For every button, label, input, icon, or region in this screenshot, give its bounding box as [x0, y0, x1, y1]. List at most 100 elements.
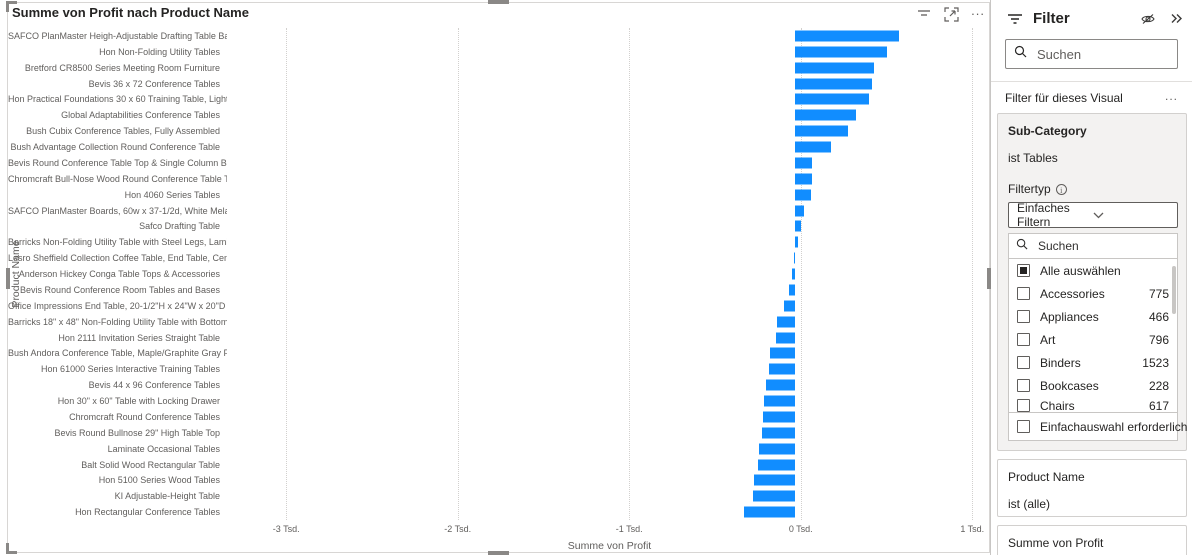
- category-label: Hon 61000 Series Interactive Training Ta…: [41, 364, 220, 375]
- checkbox-unchecked[interactable]: [1017, 356, 1030, 369]
- filter-value-row[interactable]: Appliances 466: [1009, 305, 1177, 328]
- bar-negative[interactable]: [793, 252, 795, 264]
- bar-positive[interactable]: [794, 205, 805, 217]
- bar-negative[interactable]: [792, 268, 795, 280]
- bar-chart-visual[interactable]: Summe von Profit nach Product Name ... S…: [6, 0, 991, 555]
- bar-positive[interactable]: [794, 189, 812, 201]
- resize-handle-top[interactable]: [488, 0, 509, 4]
- value-label: Art: [1040, 332, 1056, 347]
- bar-negative[interactable]: [768, 363, 795, 375]
- filter-pane-search[interactable]: [1005, 39, 1192, 69]
- checkbox-partial[interactable]: [1017, 264, 1030, 277]
- resize-handle-bottom[interactable]: [488, 551, 509, 555]
- bar-positive[interactable]: [794, 236, 798, 248]
- filter-value-row[interactable]: Art 796: [1009, 328, 1177, 351]
- filter-value-row[interactable]: Alle auswählen: [1009, 259, 1177, 282]
- filter-value-row[interactable]: Accessories 775: [1009, 282, 1177, 305]
- bar-track: [227, 171, 980, 187]
- chart-row: Anderson Hickey Conga Table Tops & Acces…: [8, 266, 986, 282]
- list-search[interactable]: [1009, 234, 1192, 259]
- bar-track: [227, 409, 980, 425]
- x-axis-ticks: -3 Tsd. -2 Tsd. -1 Tsd. 0 Tsd. 1 Tsd.: [233, 524, 986, 538]
- filter-card-profit[interactable]: Summe von Profit: [997, 525, 1187, 555]
- bar-negative[interactable]: [744, 506, 795, 518]
- gridline: [972, 28, 974, 520]
- checkbox-unchecked[interactable]: [1017, 399, 1030, 412]
- filter-card-title: Sub-Category: [1008, 124, 1087, 138]
- bar-negative[interactable]: [761, 427, 795, 439]
- focus-mode-icon[interactable]: [944, 6, 959, 22]
- bar-negative[interactable]: [754, 474, 795, 486]
- bar-track: [227, 457, 980, 473]
- filter-type-dropdown[interactable]: Einfaches Filtern: [1008, 201, 1178, 229]
- filter-values-listbox: Alle auswählen Accessories 775 Appliances 46…: [1008, 233, 1192, 441]
- bar-negative[interactable]: [752, 490, 795, 502]
- bar-negative[interactable]: [769, 347, 795, 359]
- show-hide-pane-icon[interactable]: [1140, 13, 1156, 25]
- bar-negative[interactable]: [758, 459, 795, 471]
- resize-handle-top-left[interactable]: [6, 1, 17, 12]
- bar-negative[interactable]: [759, 443, 795, 455]
- resize-handle-right[interactable]: [987, 268, 991, 289]
- bar-positive[interactable]: [794, 30, 900, 42]
- resize-handle-bottom-left[interactable]: [6, 543, 17, 554]
- filter-card-title: Summe von Profit: [1008, 536, 1104, 550]
- chart-row: Chromcraft Round Conference Tables: [8, 409, 986, 425]
- x-axis-title: Summe von Profit: [567, 540, 652, 552]
- bar-negative[interactable]: [788, 284, 795, 296]
- bar-negative[interactable]: [762, 411, 795, 423]
- visual-more-options-icon[interactable]: ...: [971, 3, 985, 18]
- bar-negative[interactable]: [775, 332, 795, 344]
- bar-negative[interactable]: [784, 300, 795, 312]
- checkbox-unchecked[interactable]: [1017, 379, 1030, 392]
- bar-track: [227, 28, 980, 44]
- bar-positive[interactable]: [794, 141, 832, 153]
- collapse-pane-icon[interactable]: [1170, 13, 1182, 24]
- bar-track: [227, 60, 980, 76]
- chart-row: Bevis Round Conference Table Top & Singl…: [8, 155, 986, 171]
- bar-track: [227, 425, 980, 441]
- bar-negative[interactable]: [763, 395, 795, 407]
- bar-track: [227, 44, 980, 60]
- chart-title: Summe von Profit nach Product Name: [12, 5, 249, 20]
- list-scrollbar-thumb[interactable]: [1172, 266, 1176, 314]
- bar-track: [227, 377, 980, 393]
- bar-positive[interactable]: [794, 157, 813, 169]
- bar-positive[interactable]: [794, 220, 801, 232]
- bar-negative[interactable]: [776, 316, 795, 328]
- resize-handle-left[interactable]: [6, 268, 10, 289]
- filter-value-row[interactable]: Chairs 617: [1009, 397, 1177, 412]
- bar-positive[interactable]: [794, 78, 872, 90]
- checkbox-unchecked[interactable]: [1017, 333, 1030, 346]
- bar-negative[interactable]: [765, 379, 795, 391]
- chart-row: Lesro Sheffield Collection Coffee Table,…: [8, 250, 986, 266]
- filter-value-row[interactable]: Binders 1523: [1009, 351, 1177, 374]
- section-more-options-icon[interactable]: ...: [1164, 88, 1178, 103]
- value-count: 466: [1148, 309, 1169, 324]
- category-label: Hon 5100 Series Wood Tables: [98, 475, 220, 486]
- list-search-input[interactable]: [1036, 238, 1192, 254]
- value-label: Appliances: [1040, 309, 1099, 324]
- checkbox-unchecked[interactable]: [1017, 310, 1030, 323]
- single-select-checkbox[interactable]: [1017, 420, 1030, 433]
- single-select-label: Einfachauswahl erforderlich: [1040, 419, 1188, 434]
- single-select-row[interactable]: Einfachauswahl erforderlich: [1009, 412, 1187, 440]
- filter-search-input[interactable]: [1035, 45, 1192, 63]
- x-axis-tick-label: -1 Tsd.: [615, 524, 643, 534]
- bar-positive[interactable]: [794, 46, 888, 58]
- bar-positive[interactable]: [794, 125, 849, 137]
- bar-positive[interactable]: [794, 173, 813, 185]
- filter-card-sub-category[interactable]: Sub-Category ist Tables Filtertyp i Einf…: [997, 113, 1192, 451]
- bar-positive[interactable]: [794, 62, 874, 74]
- bar-positive[interactable]: [794, 109, 856, 121]
- bar-track: [227, 298, 980, 314]
- checkbox-unchecked[interactable]: [1017, 287, 1030, 300]
- bar-positive[interactable]: [794, 93, 869, 105]
- filter-card-product-name[interactable]: Product Name ist (alle): [997, 459, 1187, 517]
- chart-row: Hon Non-Folding Utility Tables: [8, 44, 986, 60]
- value-count: 617: [1148, 399, 1169, 412]
- bar-track: [227, 473, 980, 489]
- filter-value-row[interactable]: Bookcases 228: [1009, 374, 1177, 397]
- visual-filters-icon[interactable]: [916, 7, 932, 21]
- chart-row: Hon Practical Foundations 30 x 60 Traini…: [8, 92, 986, 108]
